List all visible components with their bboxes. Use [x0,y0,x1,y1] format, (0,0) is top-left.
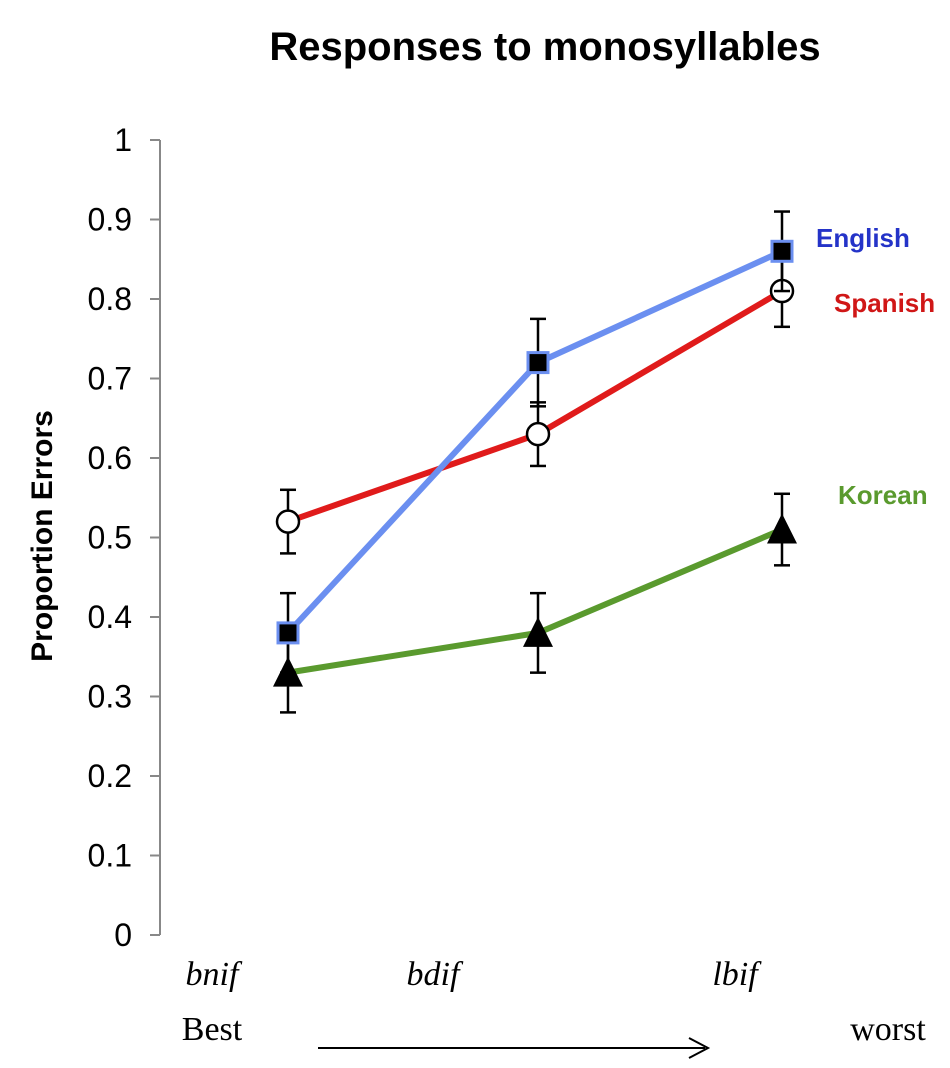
x-worst-label: worst [850,1011,926,1048]
series-label-korean: Korean [838,480,928,510]
series-label-spanish: Spanish [834,288,935,318]
series-korean [273,492,797,714]
y-tick-label: 0.7 [88,361,132,397]
y-ticks: 0 0.1 0.2 0.3 0.4 0.5 0.6 0.7 0.8 0.9 1 [88,122,160,953]
y-tick-label: 0.4 [88,599,132,635]
data-point [767,513,797,544]
y-axis-label: Proportion Errors [26,410,59,662]
data-point [276,621,300,645]
x-tick-label: bdif [407,956,464,993]
data-point [526,351,550,375]
series-english [276,210,794,674]
y-tick-label: 0.6 [88,440,132,476]
data-point [770,239,794,263]
y-tick-label: 0.8 [88,281,132,317]
series-spanish [275,254,795,555]
x-ticks: bnif bdif lbif [186,956,763,993]
chart-title: Responses to monosyllables [269,25,820,69]
y-tick-label: 0.3 [88,679,132,715]
x-tick-label: lbif [712,956,762,993]
y-tick-label: 0.9 [88,202,132,238]
y-tick-label: 0 [114,917,132,953]
y-tick-label: 0.5 [88,520,132,556]
y-tick-label: 0.2 [88,758,132,794]
data-point [525,421,551,447]
series-layer [273,210,797,714]
direction-arrow-head [688,1037,711,1059]
data-point [523,616,553,647]
series-labels: English Spanish Korean [816,223,935,510]
data-point [275,509,301,534]
y-tick-label: 0.1 [88,838,132,874]
x-best-label: Best [182,1011,243,1048]
direction-arrow [318,1037,711,1059]
x-tick-label: bnif [186,956,243,993]
series-label-english: English [816,223,910,253]
y-tick-label: 1 [114,122,132,158]
